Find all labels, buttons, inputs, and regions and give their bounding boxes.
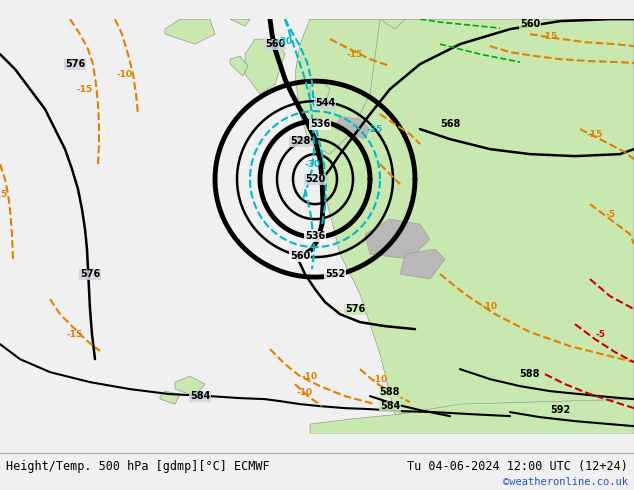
Text: 588: 588 bbox=[380, 387, 400, 397]
Text: 584: 584 bbox=[190, 391, 210, 401]
Text: Tu 04-06-2024 12:00 UTC (12+24): Tu 04-06-2024 12:00 UTC (12+24) bbox=[407, 460, 628, 473]
Polygon shape bbox=[385, 34, 420, 64]
Polygon shape bbox=[175, 376, 205, 396]
Text: 560: 560 bbox=[265, 39, 285, 49]
Text: 536: 536 bbox=[310, 119, 330, 129]
Polygon shape bbox=[230, 19, 250, 26]
Text: 520: 520 bbox=[305, 174, 325, 184]
Polygon shape bbox=[365, 219, 430, 259]
Polygon shape bbox=[165, 19, 215, 44]
Text: 592: 592 bbox=[550, 405, 570, 415]
Polygon shape bbox=[310, 79, 330, 104]
Text: 552: 552 bbox=[325, 269, 345, 279]
Text: 576: 576 bbox=[65, 59, 85, 69]
Text: -25: -25 bbox=[367, 124, 383, 134]
Polygon shape bbox=[310, 399, 634, 434]
Text: 528: 528 bbox=[290, 136, 310, 146]
Text: -5: -5 bbox=[605, 210, 615, 219]
Text: Height/Temp. 500 hPa [gdmp][°C] ECMWF: Height/Temp. 500 hPa [gdmp][°C] ECMWF bbox=[6, 460, 270, 473]
Text: -10: -10 bbox=[482, 302, 498, 311]
Text: 576: 576 bbox=[80, 269, 100, 279]
Text: 568: 568 bbox=[440, 119, 460, 129]
Text: ©weatheronline.co.uk: ©weatheronline.co.uk bbox=[503, 477, 628, 487]
Polygon shape bbox=[160, 391, 180, 404]
Text: -10: -10 bbox=[297, 388, 313, 396]
Polygon shape bbox=[335, 116, 370, 139]
Text: 560: 560 bbox=[520, 19, 540, 29]
Polygon shape bbox=[380, 19, 480, 134]
Text: -15: -15 bbox=[0, 190, 8, 198]
Polygon shape bbox=[310, 19, 634, 434]
Text: -15: -15 bbox=[67, 330, 83, 339]
Text: 560: 560 bbox=[290, 251, 310, 261]
Text: 588: 588 bbox=[520, 369, 540, 379]
Text: -10: -10 bbox=[372, 375, 388, 384]
Text: -15: -15 bbox=[542, 32, 558, 41]
Polygon shape bbox=[400, 249, 445, 279]
Text: 584: 584 bbox=[380, 401, 400, 411]
Polygon shape bbox=[245, 39, 285, 94]
Text: 536: 536 bbox=[305, 231, 325, 241]
Text: -5: -5 bbox=[595, 330, 605, 339]
Text: -10: -10 bbox=[117, 70, 133, 78]
Text: -15: -15 bbox=[347, 49, 363, 59]
Text: 576: 576 bbox=[345, 304, 365, 314]
Text: -10: -10 bbox=[302, 371, 318, 381]
Polygon shape bbox=[380, 19, 405, 29]
Text: 544: 544 bbox=[315, 98, 335, 108]
Polygon shape bbox=[295, 19, 380, 154]
Text: -30: -30 bbox=[305, 160, 321, 169]
Polygon shape bbox=[230, 56, 248, 76]
Text: -30: -30 bbox=[277, 37, 293, 46]
Text: -15: -15 bbox=[77, 85, 93, 94]
Text: -15: -15 bbox=[587, 130, 603, 139]
